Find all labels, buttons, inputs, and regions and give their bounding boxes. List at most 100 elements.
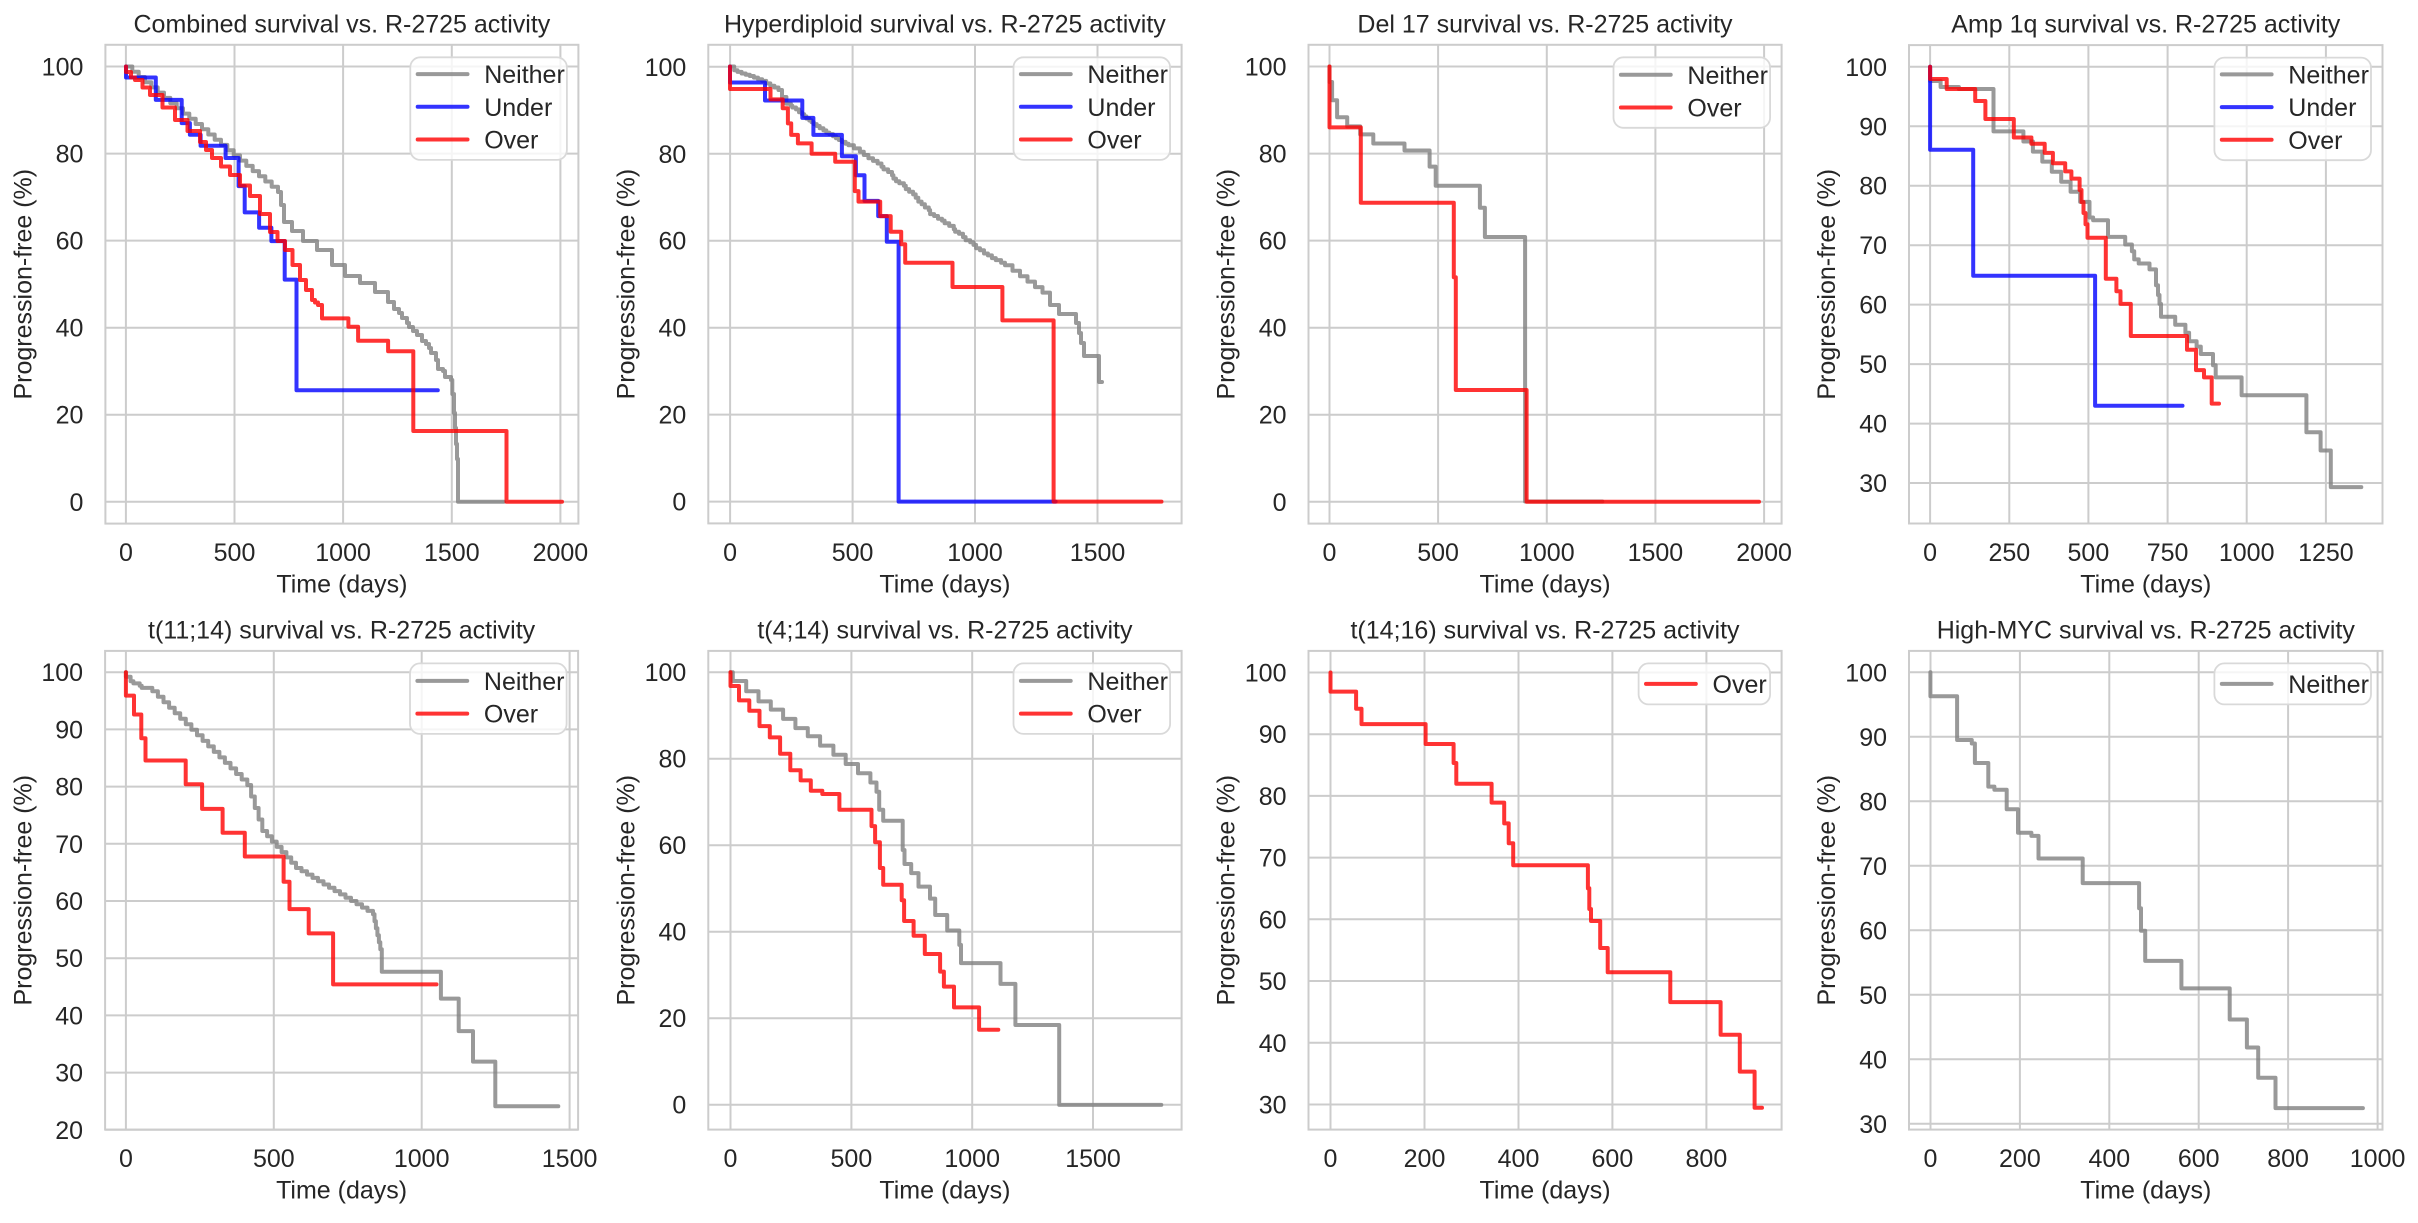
svg-text:Progression-free (%): Progression-free (%) <box>9 775 37 1006</box>
svg-text:500: 500 <box>253 1145 295 1173</box>
svg-text:Progression-free (%): Progression-free (%) <box>613 169 641 400</box>
svg-text:40: 40 <box>658 315 686 343</box>
svg-text:80: 80 <box>1259 783 1287 811</box>
svg-text:t(11;14) survival vs. R-2725 a: t(11;14) survival vs. R-2725 activity <box>148 617 536 645</box>
svg-text:80: 80 <box>1859 788 1887 816</box>
svg-text:0: 0 <box>69 489 83 517</box>
svg-text:80: 80 <box>56 141 84 169</box>
svg-text:Under: Under <box>484 94 552 122</box>
svg-text:50: 50 <box>55 945 83 973</box>
svg-text:100: 100 <box>42 54 84 82</box>
svg-text:20: 20 <box>55 1117 83 1145</box>
svg-text:0: 0 <box>119 539 133 567</box>
svg-text:200: 200 <box>1999 1145 2041 1173</box>
svg-text:30: 30 <box>1859 470 1887 498</box>
svg-text:50: 50 <box>1259 968 1287 996</box>
svg-text:600: 600 <box>1592 1145 1634 1173</box>
svg-text:100: 100 <box>645 54 687 82</box>
svg-text:1000: 1000 <box>2219 539 2275 567</box>
svg-text:Time (days): Time (days) <box>879 1177 1010 1205</box>
svg-text:Del 17 survival vs. R-2725 act: Del 17 survival vs. R-2725 activity <box>1357 11 1733 39</box>
svg-text:600: 600 <box>2178 1145 2220 1173</box>
svg-text:60: 60 <box>658 228 686 256</box>
svg-text:100: 100 <box>1845 54 1887 82</box>
svg-text:Over: Over <box>484 701 538 729</box>
svg-text:0: 0 <box>1324 1145 1338 1173</box>
svg-text:High-MYC survival vs. R-2725 a: High-MYC survival vs. R-2725 activity <box>1937 617 2356 645</box>
svg-text:100: 100 <box>41 659 83 687</box>
svg-text:500: 500 <box>2068 539 2110 567</box>
svg-text:60: 60 <box>1859 292 1887 320</box>
svg-text:0: 0 <box>119 1145 133 1173</box>
svg-text:Under: Under <box>1087 94 1155 122</box>
svg-text:Time (days): Time (days) <box>276 1177 407 1205</box>
svg-text:2000: 2000 <box>533 539 589 567</box>
svg-text:Over: Over <box>1713 671 1767 699</box>
svg-text:Time (days): Time (days) <box>1479 570 1610 598</box>
svg-text:Over: Over <box>2288 127 2342 155</box>
svg-text:Time (days): Time (days) <box>1479 1177 1610 1205</box>
svg-text:60: 60 <box>55 888 83 916</box>
svg-text:100: 100 <box>1245 660 1287 688</box>
svg-text:Time (days): Time (days) <box>2080 570 2211 598</box>
svg-text:Amp 1q survival vs. R-2725 act: Amp 1q survival vs. R-2725 activity <box>1951 11 2341 39</box>
svg-text:500: 500 <box>831 1145 873 1173</box>
svg-text:1250: 1250 <box>2298 539 2354 567</box>
svg-text:80: 80 <box>1259 141 1287 169</box>
svg-text:1500: 1500 <box>542 1145 598 1173</box>
svg-text:Over: Over <box>484 127 538 155</box>
svg-text:Progression-free (%): Progression-free (%) <box>1213 775 1241 1006</box>
svg-text:40: 40 <box>1859 411 1887 439</box>
svg-text:40: 40 <box>658 919 686 947</box>
svg-text:Neither: Neither <box>2288 671 2369 699</box>
svg-text:70: 70 <box>1259 845 1287 873</box>
svg-text:500: 500 <box>1417 539 1459 567</box>
svg-text:Time (days): Time (days) <box>879 570 1010 598</box>
svg-text:Time (days): Time (days) <box>2080 1177 2211 1205</box>
svg-text:Hyperdiploid survival vs. R-27: Hyperdiploid survival vs. R-2725 activit… <box>724 11 1166 39</box>
svg-text:0: 0 <box>672 1092 686 1120</box>
svg-text:60: 60 <box>1259 906 1287 934</box>
svg-text:1000: 1000 <box>2350 1145 2406 1173</box>
svg-text:70: 70 <box>55 831 83 859</box>
svg-text:90: 90 <box>1259 721 1287 749</box>
svg-text:1500: 1500 <box>424 539 480 567</box>
svg-text:Neither: Neither <box>484 61 565 89</box>
svg-text:20: 20 <box>1259 402 1287 430</box>
svg-text:100: 100 <box>645 659 687 687</box>
svg-text:Over: Over <box>1687 95 1741 123</box>
svg-text:1500: 1500 <box>1070 539 1126 567</box>
svg-text:40: 40 <box>56 315 84 343</box>
svg-text:2000: 2000 <box>1736 539 1792 567</box>
svg-text:100: 100 <box>1245 54 1287 82</box>
svg-text:Progression-free (%): Progression-free (%) <box>613 775 641 1006</box>
svg-text:40: 40 <box>1859 1046 1887 1074</box>
svg-text:250: 250 <box>1988 539 2030 567</box>
svg-text:0: 0 <box>1924 1145 1938 1173</box>
svg-text:0: 0 <box>1323 539 1337 567</box>
svg-text:40: 40 <box>1259 1030 1287 1058</box>
svg-text:60: 60 <box>1859 917 1887 945</box>
svg-text:Progression-free (%): Progression-free (%) <box>10 169 38 400</box>
svg-text:1000: 1000 <box>947 539 1003 567</box>
svg-text:90: 90 <box>55 716 83 744</box>
svg-text:80: 80 <box>658 141 686 169</box>
svg-text:Neither: Neither <box>484 668 565 696</box>
svg-text:Under: Under <box>2288 94 2356 122</box>
svg-text:40: 40 <box>1259 315 1287 343</box>
svg-text:1000: 1000 <box>315 539 371 567</box>
svg-text:Over: Over <box>1087 127 1141 155</box>
svg-text:0: 0 <box>723 539 737 567</box>
svg-text:50: 50 <box>1859 982 1887 1010</box>
svg-text:70: 70 <box>1859 853 1887 881</box>
svg-text:20: 20 <box>658 1005 686 1033</box>
svg-text:30: 30 <box>1859 1111 1887 1139</box>
svg-text:t(14;16) survival vs. R-2725 a: t(14;16) survival vs. R-2725 activity <box>1350 617 1740 645</box>
svg-text:1000: 1000 <box>394 1145 450 1173</box>
svg-text:200: 200 <box>1404 1145 1446 1173</box>
svg-text:60: 60 <box>56 228 84 256</box>
svg-text:80: 80 <box>55 774 83 802</box>
svg-text:800: 800 <box>2267 1145 2309 1173</box>
svg-text:40: 40 <box>55 1002 83 1030</box>
svg-text:1000: 1000 <box>1519 539 1575 567</box>
